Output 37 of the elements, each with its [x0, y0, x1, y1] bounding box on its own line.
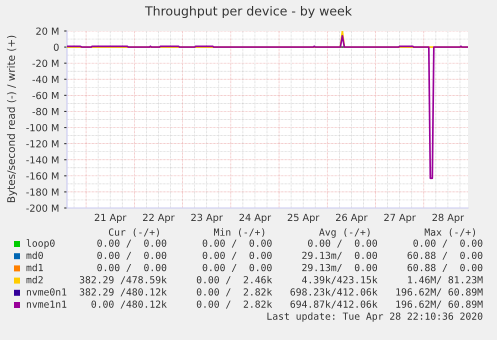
legend-label: md0	[26, 252, 43, 260]
y-tick-label: -140 M	[26, 156, 58, 164]
text: 0.00 /480.12k 0.00 / 2.82k 694.87k/412.06k 196.62M/ 60.89M	[91, 300, 483, 309]
x-tick-label: 27 Apr	[384, 214, 416, 223]
text: Cur (-/+) Min (-/+) Avg (-/+) Max (-/+)	[108, 228, 475, 238]
legend-label: nvme1n1	[26, 300, 66, 308]
y-tick-label: -200 M	[26, 204, 58, 212]
x-tick-label: 24 Apr	[240, 214, 272, 223]
x-tick-label: 26 Apr	[336, 214, 368, 223]
x-tick-label: 25 Apr	[288, 214, 320, 223]
y-tick-label: 20 M	[36, 27, 58, 35]
line-series	[67, 34, 468, 180]
y-axis-title: Bytes/second read (-) / write (+)	[6, 36, 18, 202]
legend-label: loop0	[26, 239, 55, 249]
x-tick-label: 21 Apr	[94, 214, 126, 223]
y-tick-label: -120 M	[26, 140, 58, 148]
text: Last update: Tue Apr 28 22:10:36 2020	[267, 312, 482, 322]
y-tick-label: -40 M	[32, 76, 58, 84]
x-tick-label: 23 Apr	[191, 214, 223, 223]
y-tick-label: -160 M	[26, 172, 58, 180]
text: 382.29 /480.12k 0.00 / 2.82k 698.23k/412.06k 196.62M/ 60.89M	[80, 288, 483, 296]
legend-label: md1	[26, 264, 43, 272]
x-tick-label: 28 Apr	[432, 214, 464, 223]
text: 0.00 / 0.00 0.00 / 0.00 0.00 / 0.00 0.00 / 0.00	[97, 239, 482, 248]
x-tick-label: 22 Apr	[143, 214, 175, 223]
text: 0.00 / 0.00 0.00 / 0.00 29.13m/ 0.00 60.88 / 0.00	[97, 264, 482, 272]
y-tick-label: -60 M	[32, 92, 58, 100]
y-tick-label: -80 M	[32, 108, 58, 116]
y-tick-label: -100 M	[26, 124, 58, 132]
legend-label: nvme0n1	[26, 288, 66, 296]
text: 0.00 / 0.00 0.00 / 0.00 29.13m/ 0.00 60.88 / 0.00	[97, 252, 482, 260]
y-tick-label: -180 M	[26, 188, 58, 196]
text: 382.29 /478.59k 0.00 / 2.46k 4.39k/423.15k 1.46M/ 81.23M	[80, 276, 483, 284]
y-tick-label: -20 M	[32, 60, 58, 68]
y-tick-label: 0	[54, 44, 59, 51]
legend-label: md2	[26, 276, 43, 284]
chart-title: Throughput per device - by week	[144, 6, 352, 18]
